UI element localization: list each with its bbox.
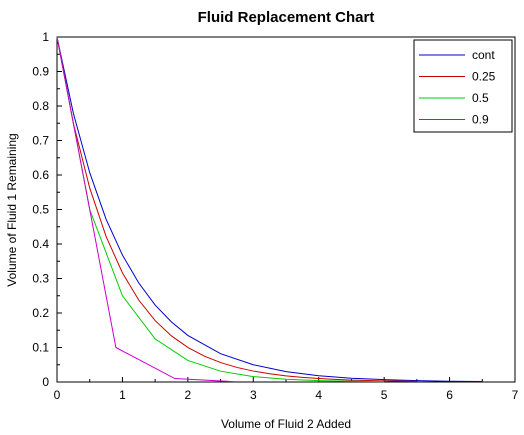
y-tick-label: 0.1 xyxy=(32,341,49,355)
chart-title: Fluid Replacement Chart xyxy=(198,9,375,26)
y-tick-label: 1 xyxy=(42,30,49,44)
y-axis-label: Volume of Fluid 1 Remaining xyxy=(5,133,19,286)
x-tick-label: 4 xyxy=(315,388,322,402)
series-line-0-5 xyxy=(56,36,385,383)
legend-label: 0.5 xyxy=(472,91,489,105)
x-tick-label: 5 xyxy=(381,388,388,402)
y-tick-label: 0.5 xyxy=(32,203,49,217)
legend-label: 0.9 xyxy=(472,113,489,127)
legend-label: 0.25 xyxy=(472,70,496,84)
series-line-0-9 xyxy=(56,36,234,383)
y-tick-label: 0.4 xyxy=(32,237,49,251)
legend-box xyxy=(413,39,513,133)
series-line-0-25 xyxy=(56,36,417,382)
y-axis-ticks: 0 0.1 0.2 0.3 0.4 0.5 0.6 0.7 0.8 0.9 1 xyxy=(32,30,62,389)
y-tick-label: 0.7 xyxy=(32,134,49,148)
y-tick-label: 0 xyxy=(42,375,49,389)
y-tick-label: 0.9 xyxy=(32,65,49,79)
x-tick-label: 3 xyxy=(250,388,257,402)
x-axis-label: Volume of Fluid 2 Added xyxy=(221,417,351,431)
legend: cont 0.25 0.5 0.9 xyxy=(413,39,513,133)
y-tick-label: 0.8 xyxy=(32,99,49,113)
x-tick-label: 6 xyxy=(446,388,453,402)
series-line-cont xyxy=(56,36,483,382)
y-tick-label: 0.6 xyxy=(32,168,49,182)
x-tick-label: 7 xyxy=(512,388,519,402)
x-axis-ticks: 0 1 2 3 4 5 6 7 xyxy=(54,377,519,402)
x-tick-label: 2 xyxy=(185,388,192,402)
legend-items: cont 0.25 0.5 0.9 xyxy=(419,48,496,127)
series-lines xyxy=(56,36,483,383)
y-tick-label: 0.3 xyxy=(32,272,49,286)
y-tick-label: 0.2 xyxy=(32,306,49,320)
legend-label: cont xyxy=(472,48,495,62)
x-tick-label: 0 xyxy=(54,388,61,402)
x-tick-label: 1 xyxy=(119,388,126,402)
